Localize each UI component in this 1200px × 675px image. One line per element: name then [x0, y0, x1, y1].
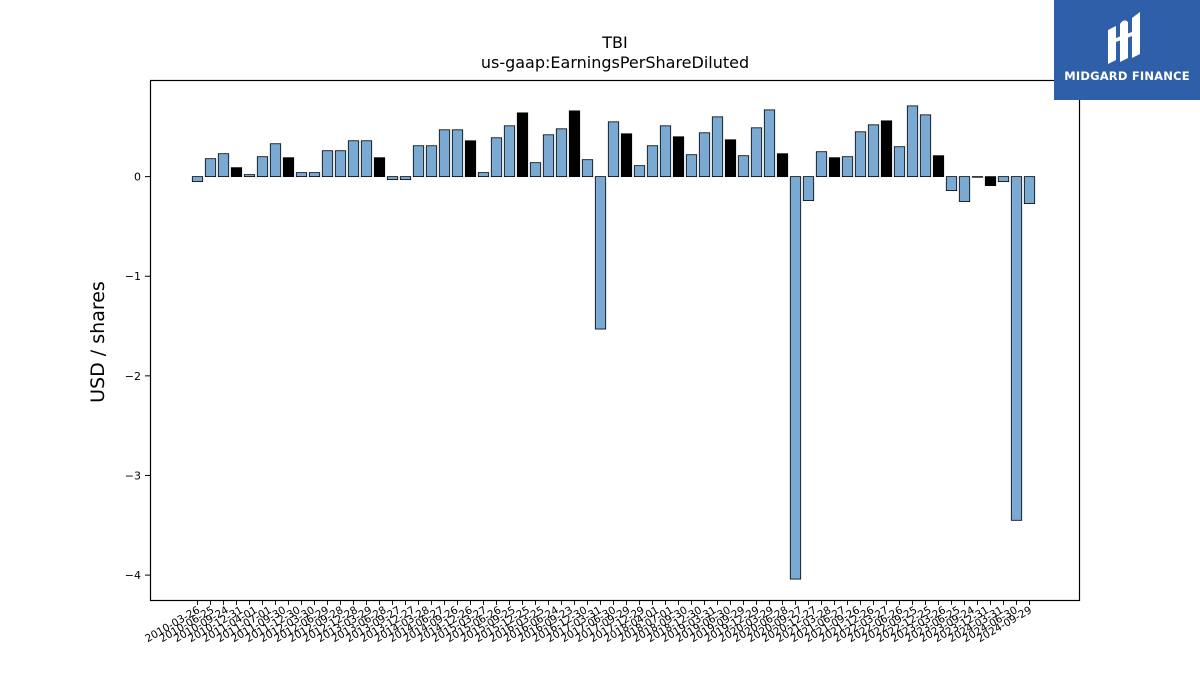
bar	[867, 124, 880, 178]
bar	[997, 176, 1010, 183]
bar	[646, 145, 659, 178]
bars-layer	[191, 105, 1036, 580]
bar	[217, 153, 230, 178]
bar	[854, 131, 867, 178]
bar	[711, 116, 724, 178]
bar	[269, 143, 282, 178]
bar	[581, 159, 594, 178]
bar	[594, 176, 607, 330]
y-tick-label: −4	[125, 569, 141, 582]
bar	[334, 150, 347, 178]
x-axis: 2010-03-262010-06-252010-09-242010-12-31…	[143, 600, 1034, 645]
bar	[737, 155, 750, 178]
bar	[204, 158, 217, 178]
bar	[490, 137, 503, 178]
bar	[230, 167, 243, 178]
bar	[776, 153, 789, 178]
bar	[399, 176, 412, 181]
bar	[555, 128, 568, 178]
bar	[620, 133, 633, 178]
bar	[451, 129, 464, 178]
bar	[932, 155, 945, 178]
brand-name: MIDGARD FINANCE	[1064, 69, 1190, 83]
bar	[763, 109, 776, 178]
bar	[893, 146, 906, 178]
y-axis-label: USD / shares	[87, 281, 109, 403]
y-tick-label: 0	[134, 171, 141, 184]
bar	[984, 176, 997, 187]
plot-frame	[149, 79, 1081, 602]
bar	[360, 140, 373, 178]
y-tick-label: −1	[125, 270, 141, 283]
bar	[373, 157, 386, 178]
bar	[1023, 176, 1036, 204]
chart-subtitle: us-gaap:EarningsPerShareDiluted	[480, 53, 750, 72]
bar	[724, 139, 737, 178]
bar	[568, 110, 581, 178]
bar	[256, 156, 269, 178]
bar	[412, 145, 425, 178]
bar	[243, 174, 256, 178]
bar	[750, 127, 763, 178]
bar	[919, 114, 932, 178]
bar	[672, 136, 685, 178]
bar	[308, 172, 321, 178]
bar	[295, 172, 308, 178]
bar	[321, 150, 334, 178]
bar	[477, 172, 490, 178]
bar	[958, 176, 971, 202]
bar	[828, 157, 841, 178]
bar	[529, 162, 542, 178]
bar	[282, 157, 295, 178]
bar	[880, 120, 893, 178]
y-axis: 0 −1 −2 −3 −4	[125, 171, 150, 582]
bar	[438, 129, 451, 178]
bar	[802, 176, 815, 201]
bar	[841, 156, 854, 178]
chart-title: TBI	[602, 33, 628, 52]
bar	[945, 176, 958, 191]
bar	[347, 140, 360, 178]
bar	[815, 151, 828, 178]
bar	[516, 112, 529, 178]
bar	[386, 176, 399, 181]
logo-mark-icon	[1108, 12, 1140, 64]
bar	[685, 154, 698, 178]
y-tick-label: −2	[125, 370, 141, 383]
bar	[789, 176, 802, 580]
bar	[698, 132, 711, 178]
bar	[425, 145, 438, 178]
bar	[542, 134, 555, 178]
bar	[191, 176, 204, 183]
bar	[633, 165, 646, 178]
bar	[464, 140, 477, 178]
y-tick-label: −3	[125, 469, 141, 482]
bar	[1010, 176, 1023, 521]
bar	[607, 121, 620, 178]
bar	[906, 105, 919, 178]
brand-logo: MIDGARD FINANCE	[1054, 0, 1200, 100]
bar	[503, 125, 516, 178]
bar	[971, 176, 984, 178]
bar	[659, 125, 672, 178]
